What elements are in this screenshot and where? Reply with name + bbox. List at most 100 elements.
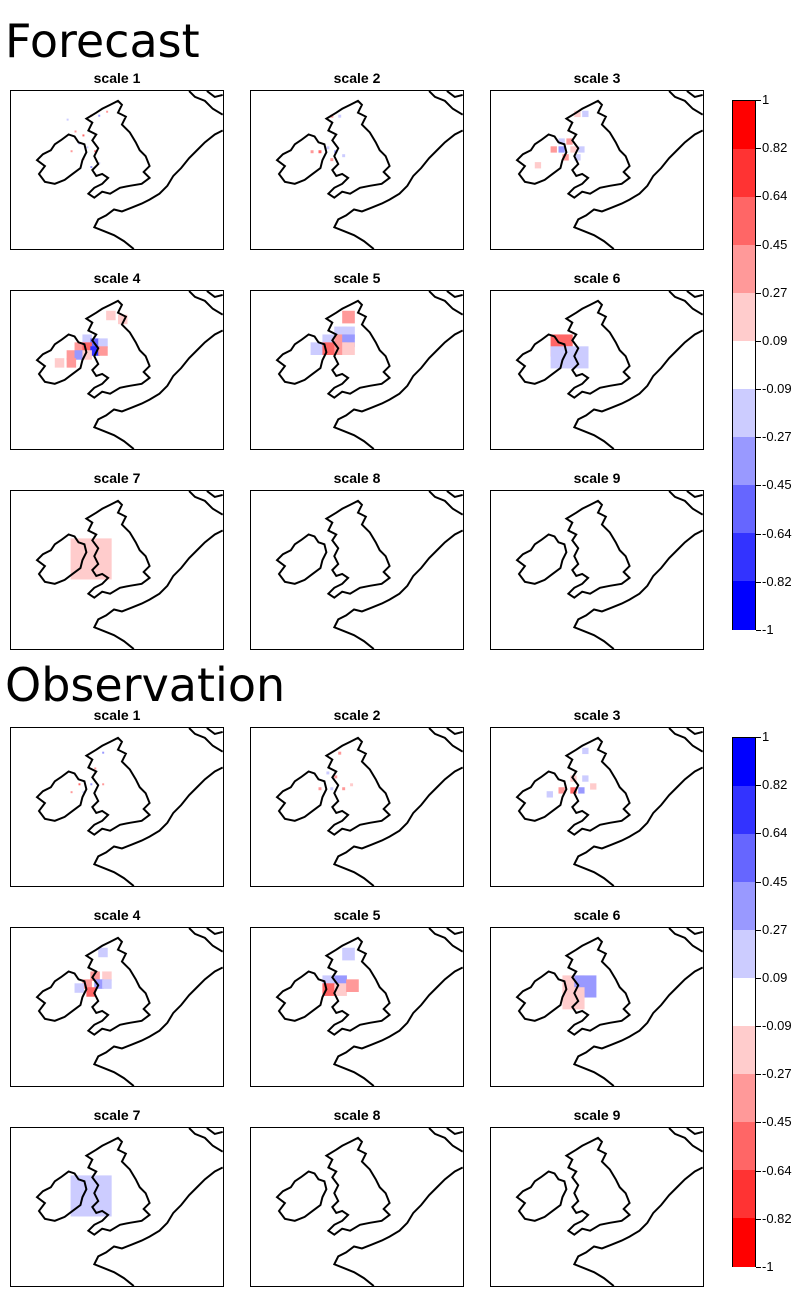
colorbar-tick-mark [756,292,761,294]
heatmap-cell [338,114,342,118]
heatmap-cell [578,146,585,153]
heatmap-cell [550,146,557,153]
panel-title: scale 4 [93,907,141,923]
colorbar-segment [733,293,755,342]
coastline [92,928,223,1086]
landmass-outline [515,533,568,585]
heatmap-cell [70,1175,112,1217]
heatmap-cell [570,146,577,153]
forecast-panel-7 [10,490,224,650]
colorbar-tick-label: -0.27 [762,429,792,445]
forecast-title: Forecast [5,14,200,68]
heatmap-cell [94,979,104,989]
heatmap-cell [318,787,322,791]
heatmap-cell [54,358,65,368]
heatmap-cell [318,150,322,154]
landmass-outline [564,936,632,1036]
coastline [332,928,463,1086]
heatmap-cell [310,342,324,355]
heatmap-cell [94,150,97,153]
forecast-panel-5 [250,290,464,450]
forecast-panel-4 [10,290,224,450]
panel-title: scale 7 [93,1107,141,1123]
colorbar-segment [733,245,755,294]
heatmap-cell [578,787,585,794]
heatmap-cell [570,787,577,794]
colorbar-tick-label: 0.82 [762,777,788,793]
heatmap-cell [98,947,108,958]
landmass-outline [35,770,88,822]
observation-title: Observation [5,658,286,712]
forecast-panel-8 [250,490,464,650]
colorbar-tick-label: -0.64 [762,525,792,541]
heatmap-cell [330,787,334,791]
coastline [92,491,223,649]
colorbar-tick-mark [756,1122,761,1124]
forecast-panel-6 [490,290,704,450]
panel-title: scale 9 [573,1107,621,1123]
panel-title: scale 1 [93,70,141,86]
observation-panel-2 [250,727,464,887]
panel-title: scale 5 [333,270,381,286]
colorbar-segment [733,882,755,931]
panel-title: scale 5 [333,907,381,923]
heatmap-cell [94,767,97,770]
coastline [332,291,463,449]
heatmap-cell [74,342,85,352]
heatmap-cell [106,110,109,113]
colorbar-tick-label: 0.45 [762,236,788,252]
colorbar-segment [733,533,755,582]
heatmap-cell [66,350,77,360]
heatmap-cell [350,783,354,787]
heatmap-cell [574,154,581,161]
heatmap-cell [66,358,77,368]
heatmap-cell [86,146,89,149]
colorbar-tick-mark [756,630,761,631]
colorbar-tick-label: 0.82 [762,140,788,156]
coastline [92,728,223,886]
colorbar-tick-mark [756,833,761,835]
heatmap-cell [342,947,355,961]
panel-title: scale 3 [573,70,621,86]
heatmap-cell [562,987,585,1010]
colorbar-tick-label: -0.82 [762,1210,792,1226]
landmass-outline [515,333,568,385]
heatmap-cell [98,338,108,348]
landmass-outline [84,736,152,836]
colorbar-tick-label: 0.09 [762,332,788,348]
observation-panel-1 [10,727,224,887]
panel-title: scale 2 [333,70,381,86]
colorbar-tick-mark [756,340,761,342]
landmass-outline [35,1170,88,1222]
landmass-outline [275,1170,328,1222]
heatmap-cell [82,342,92,352]
colorbar-tick-mark [756,389,761,391]
colorbar-segment [733,197,755,246]
forecast-panel-9 [490,490,704,650]
colorbar-segment [733,581,755,630]
landmass-outline [324,299,392,399]
colorbar-segment [733,101,755,150]
landmass-outline [84,1136,152,1236]
heatmap-cell [566,346,589,369]
colorbar-segment [733,786,755,835]
forecast-panel-1 [10,90,224,250]
landmass-outline [35,133,88,185]
colorbar-tick-label: -1 [762,622,774,637]
heatmap-cell [558,146,565,153]
colorbar-tick-label: -1 [762,1259,774,1274]
landmass-outline [275,770,328,822]
colorbar-segment [733,437,755,486]
heatmap-cell [82,134,85,137]
panel-title: scale 6 [573,270,621,286]
landmass-outline [84,99,152,199]
heatmap-cell [590,783,597,790]
colorbar-tick-mark [756,1218,761,1220]
panel-title: scale 9 [573,470,621,486]
colorbar-segment [733,978,755,1027]
landmass-outline [564,499,632,599]
forecast-colorbar [732,100,756,630]
heatmap-cell [574,110,581,118]
colorbar-tick-label: 0.09 [762,969,788,985]
panel-title: scale 1 [93,707,141,723]
